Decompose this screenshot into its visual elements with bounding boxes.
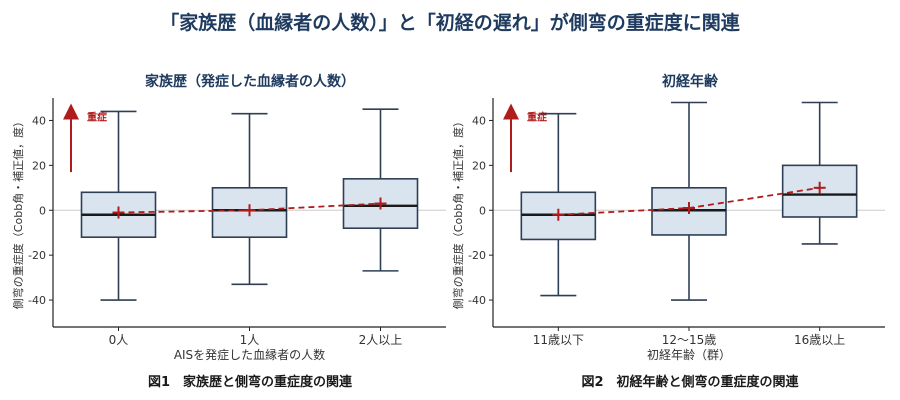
fig1-x-tick-label: 0人 [109,333,129,347]
fig2-caption: 図2 初経年齢と側弯の重症度の関連 [581,374,799,390]
fig1-severity-label: 重症 [87,110,107,123]
fig2-mean-marker [683,202,695,215]
fig2-x-tick-label: 11歳以下 [533,333,584,347]
fig1-caption: 図1 家族歴と側弯の重症度の関連 [148,374,353,390]
fig2-panel-title: 初経年齢 [662,73,719,90]
fig1-y-axis-label: 側弯の重症度（Cobb角・補正値，度） [11,116,25,309]
fig2-y-tick-label: -20 [468,249,486,262]
fig1-x-axis-label: AISを発症した血縁者の人数 [174,347,325,362]
fig2-mean-marker [813,181,826,194]
fig2-mean-marker [552,208,565,221]
fig1-mean-marker [243,204,256,217]
fig1-mean-marker [112,206,125,219]
fig2-y-tick-label: 0 [479,204,486,217]
fig2-y-tick-label: 20 [472,159,486,172]
fig1-y-tick-label: 0 [39,204,46,217]
fig2-x-axis-label: 初経年齢（群） [647,347,731,362]
fig1-mean-marker [374,197,387,210]
fig1-panel-title: 家族歴（発症した血縁者の人数） [145,73,355,90]
fig1-y-tick-label: -40 [28,294,46,307]
fig1-y-tick-label: -20 [28,249,46,262]
fig1-y-tick-label: 40 [32,114,46,127]
fig1-x-tick-label: 2人以上 [359,333,403,347]
fig2-severity-label: 重症 [527,110,547,123]
fig2-x-tick-label: 16歳以上 [794,333,845,347]
fig2-y-tick-label: 40 [472,114,486,127]
fig2-y-axis-label: 側弯の重症度（Cobb角・補正値，度） [451,116,465,309]
fig1-x-tick-label: 1人 [240,333,260,347]
main-title: 「家族歴（血縁者の人数）」と「初経の遅れ」が側弯の重症度に関連 [160,12,740,34]
fig2-x-tick-label: 12～15歳 [662,333,717,347]
fig2-y-tick-label: -40 [468,294,486,307]
fig1-y-tick-label: 20 [32,159,46,172]
